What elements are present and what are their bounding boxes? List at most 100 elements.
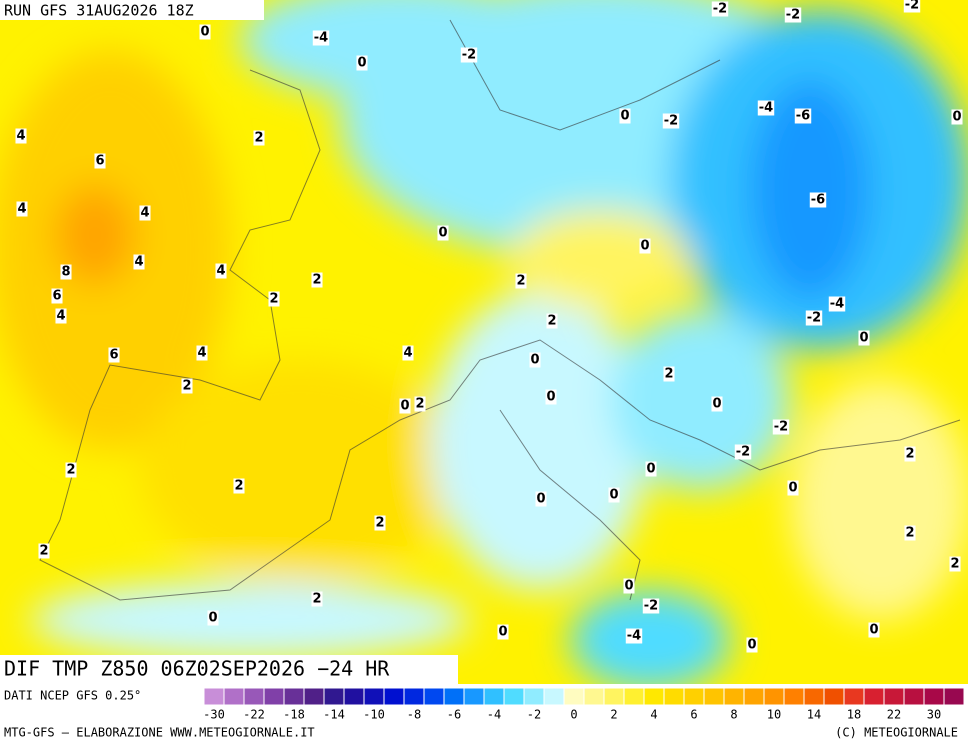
colorbar-swatch: [463, 687, 485, 706]
contour-label: 2: [182, 379, 191, 394]
colorbar-swatch: [943, 687, 965, 706]
contour-label-bg: [858, 330, 870, 346]
colorbar-tick-label: -30: [203, 708, 225, 722]
colorbar-swatch: [343, 687, 365, 706]
contour-label-bg: [949, 556, 961, 572]
colorbar-tick-label: 4: [650, 708, 657, 722]
contour-label-bg: [642, 598, 660, 614]
colorbar-swatch: [863, 687, 885, 706]
contour-label-bg: [828, 296, 846, 312]
contour-label-bg: [746, 637, 758, 653]
contour-label: -4: [627, 629, 641, 644]
colorbar-swatch: [683, 687, 705, 706]
colorbar-swatch: [503, 687, 525, 706]
colorbar-tick-label: -4: [487, 708, 501, 722]
contour-label-bg: [94, 153, 106, 169]
title-box: [0, 655, 458, 684]
contour-label: 0: [208, 611, 217, 626]
contour-label-bg: [199, 24, 211, 40]
colorbar-swatch: [243, 687, 265, 706]
contour-label-bg: [374, 515, 386, 531]
colorbar-swatch: [423, 687, 445, 706]
contour-label-bg: [639, 238, 651, 254]
contour-label-bg: [460, 47, 478, 63]
contour-label: 2: [312, 592, 321, 607]
contour-label: 4: [56, 309, 65, 324]
colorbar-swatch: [363, 687, 385, 706]
contour-label: 6: [95, 154, 104, 169]
contour-label: 2: [950, 557, 959, 572]
colorbar-swatch: [203, 687, 225, 706]
contour-label: -2: [807, 311, 821, 326]
map-title: DIF TMP Z850 06Z02SEP2026 −24 HR: [4, 657, 390, 681]
contour-label-bg: [414, 396, 426, 412]
contour-label-bg: [311, 272, 323, 288]
contour-label-bg: [133, 254, 145, 270]
contour-label-bg: [546, 313, 558, 329]
contour-label: -4: [314, 31, 328, 46]
contour-label: 2: [905, 447, 914, 462]
contour-label: 0: [609, 488, 618, 503]
contour-label: -2: [462, 48, 476, 63]
contour-label: 0: [400, 399, 409, 414]
contour-label-bg: [65, 462, 77, 478]
contour-label-bg: [55, 308, 67, 324]
contour-label: 2: [269, 292, 278, 307]
contour-label-bg: [645, 461, 657, 477]
contour-label: 2: [66, 463, 75, 478]
contour-label-bg: [139, 205, 151, 221]
colorbar-swatch: [263, 687, 285, 706]
footer-right: (C) METEOGIORNALE: [835, 726, 958, 740]
contour-label: 0: [536, 492, 545, 507]
colorbar-tick-label: -18: [283, 708, 305, 722]
colorbar-swatch: [303, 687, 325, 706]
colorbar-swatch: [383, 687, 405, 706]
contour-label-bg: [399, 398, 411, 414]
colorbar-tick-label: 18: [847, 708, 861, 722]
contour-label: 0: [357, 56, 366, 71]
contour-label: 0: [200, 25, 209, 40]
contour-label: 2: [254, 131, 263, 146]
contour-label-bg: [625, 628, 643, 644]
contour-label: 0: [546, 390, 555, 405]
contour-label: 0: [869, 623, 878, 638]
colorbar-tick-label: -22: [243, 708, 265, 722]
contour-label: 2: [905, 526, 914, 541]
contour-label: -4: [830, 297, 844, 312]
colorbar-swatch: [923, 687, 945, 706]
contour-label: -6: [796, 109, 810, 124]
colorbar-tick-label: 2: [610, 708, 617, 722]
contour-label-bg: [545, 389, 557, 405]
contour-label: 0: [498, 625, 507, 640]
contour-label-bg: [196, 345, 208, 361]
colorbar-swatch: [223, 687, 245, 706]
contour-label: -2: [664, 114, 678, 129]
contour-label: 0: [712, 397, 721, 412]
contour-label-bg: [951, 109, 963, 125]
colorbar-swatch: [483, 687, 505, 706]
colorbar-swatch: [763, 687, 785, 706]
colorbar-tick-label: 10: [767, 708, 781, 722]
contour-label-bg: [181, 378, 193, 394]
contour-label: 0: [646, 462, 655, 477]
contour-label: 4: [140, 206, 149, 221]
footer-left: MTG-GFS — ELABORAZIONE WWW.METEOGIORNALE…: [4, 726, 315, 740]
contour-label: -2: [786, 8, 800, 23]
run-box: [0, 0, 264, 20]
colorbar-swatch: [323, 687, 345, 706]
contour-label-bg: [619, 108, 631, 124]
colorbar-swatch: [803, 687, 825, 706]
contour-label: -4: [759, 101, 773, 116]
contour-label-bg: [903, 0, 921, 13]
contour-label-bg: [60, 264, 72, 280]
colorbar-tick-label: -6: [447, 708, 461, 722]
colorbar-tick-label: 0: [570, 708, 577, 722]
contour-label-bg: [662, 113, 680, 129]
contour-label: 6: [109, 348, 118, 363]
contour-label-bg: [108, 347, 120, 363]
contour-label-bg: [805, 310, 823, 326]
contour-label-bg: [904, 525, 916, 541]
contour-label: 4: [17, 202, 26, 217]
colorbar-tick-label: 6: [690, 708, 697, 722]
